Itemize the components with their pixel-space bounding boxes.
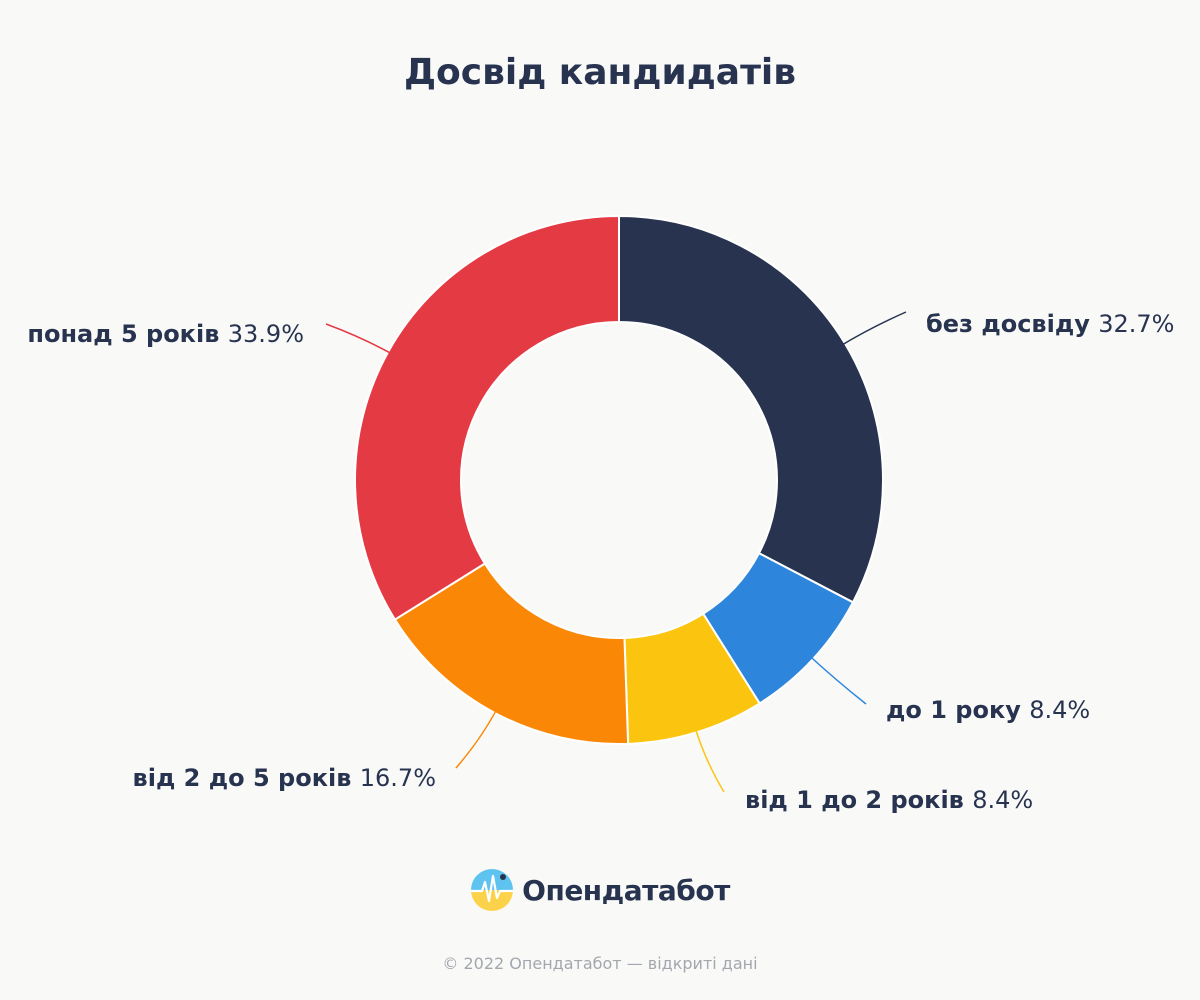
- slice-value-label: 32.7%: [1098, 310, 1174, 338]
- brand: Опендатабот: [0, 868, 1200, 912]
- slice-label: понад 5 років 33.9%: [27, 320, 304, 348]
- slice-label: від 2 до 5 років 16.7%: [133, 764, 436, 792]
- leader-line: [325, 323, 394, 356]
- slice-label: від 1 до 2 років 8.4%: [745, 786, 1033, 814]
- donut-slices: [354, 214, 884, 745]
- slice-label: без досвіду 32.7%: [926, 310, 1174, 338]
- slice-category-label: понад 5 років: [27, 320, 227, 348]
- leader-line: [839, 311, 907, 347]
- slice-value-label: 16.7%: [360, 764, 436, 792]
- copyright-text: © 2022 Опендатабот — відкриті дані: [442, 954, 758, 973]
- opendatabot-logo-icon: [471, 869, 514, 911]
- leader-line: [455, 707, 499, 769]
- slice-value-label: 8.4%: [972, 786, 1033, 814]
- leader-line: [808, 654, 867, 705]
- donut-slice: [618, 214, 884, 604]
- slice-value-label: 33.9%: [228, 320, 304, 348]
- leader-lines: [325, 311, 907, 793]
- donut-slice: [393, 562, 630, 745]
- slice-category-label: без досвіду: [926, 310, 1098, 338]
- donut-slice: [354, 214, 620, 621]
- slice-value-label: 8.4%: [1029, 696, 1090, 724]
- slice-category-label: до 1 року: [886, 696, 1029, 724]
- slice-category-label: від 2 до 5 років: [133, 764, 360, 792]
- chart-title: Досвід кандидатів: [403, 52, 797, 93]
- slice-labels: без досвіду 32.7%до 1 року 8.4%від 1 до …: [27, 310, 1174, 814]
- slice-label: до 1 року 8.4%: [886, 696, 1090, 724]
- slice-category-label: від 1 до 2 років: [745, 786, 972, 814]
- leader-line: [694, 726, 725, 793]
- brand-name: Опендатабот: [522, 873, 730, 907]
